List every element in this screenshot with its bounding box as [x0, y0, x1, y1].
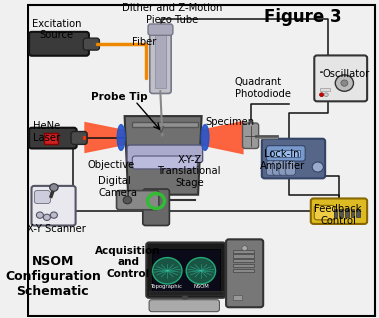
Bar: [132, 122, 198, 127]
Text: NSOM
Configuration
Schematic: NSOM Configuration Schematic: [5, 255, 101, 298]
Bar: [334, 209, 337, 217]
Text: Acquisition
and
Control: Acquisition and Control: [95, 246, 161, 279]
Bar: [320, 88, 330, 91]
Text: NSOM: NSOM: [193, 284, 209, 289]
FancyBboxPatch shape: [117, 190, 159, 210]
Text: Digital
Camera: Digital Camera: [98, 176, 137, 198]
Text: Specimen: Specimen: [205, 117, 254, 128]
Bar: [233, 250, 254, 253]
FancyBboxPatch shape: [314, 55, 367, 101]
Bar: [271, 150, 300, 157]
Bar: [356, 209, 360, 217]
Text: Topographic: Topographic: [151, 284, 183, 289]
Bar: [44, 133, 58, 144]
FancyBboxPatch shape: [273, 161, 283, 175]
Circle shape: [153, 258, 182, 284]
FancyBboxPatch shape: [243, 123, 258, 149]
FancyBboxPatch shape: [31, 186, 75, 225]
Text: Dither and Z-Motion
Piezo Tube: Dither and Z-Motion Piezo Tube: [122, 3, 222, 25]
Bar: [351, 209, 354, 217]
FancyBboxPatch shape: [148, 24, 173, 35]
Bar: [233, 269, 254, 272]
Polygon shape: [163, 125, 244, 150]
Text: Oscillator: Oscillator: [322, 69, 370, 79]
Circle shape: [123, 196, 132, 204]
Circle shape: [50, 184, 58, 191]
Circle shape: [312, 162, 323, 172]
Ellipse shape: [117, 125, 125, 150]
Circle shape: [242, 245, 247, 251]
FancyBboxPatch shape: [28, 5, 375, 316]
Bar: [155, 34, 166, 88]
FancyBboxPatch shape: [29, 128, 77, 149]
Bar: [340, 209, 343, 217]
Circle shape: [335, 75, 354, 91]
Polygon shape: [125, 116, 202, 195]
Circle shape: [324, 93, 328, 97]
Bar: [233, 254, 254, 258]
Text: Objective: Objective: [88, 160, 135, 170]
Text: Figure 3: Figure 3: [264, 8, 342, 26]
Bar: [233, 259, 254, 262]
Text: Probe Tip: Probe Tip: [91, 92, 148, 102]
FancyBboxPatch shape: [146, 243, 226, 298]
FancyBboxPatch shape: [226, 239, 263, 307]
Circle shape: [44, 214, 50, 220]
Bar: [152, 249, 220, 292]
Text: X-Y-Z
Translational
Stage: X-Y-Z Translational Stage: [158, 155, 221, 188]
FancyBboxPatch shape: [149, 300, 219, 312]
Circle shape: [50, 212, 57, 218]
Text: X-Y Scanner: X-Y Scanner: [27, 224, 86, 234]
FancyBboxPatch shape: [266, 146, 305, 161]
FancyBboxPatch shape: [285, 161, 295, 175]
FancyBboxPatch shape: [143, 189, 169, 225]
Text: Feedback
Control: Feedback Control: [314, 204, 362, 226]
Text: Lock-In
Amplifier: Lock-In Amplifier: [260, 149, 305, 171]
Text: Quadrant
Photodiode: Quadrant Photodiode: [235, 77, 291, 99]
FancyBboxPatch shape: [29, 32, 89, 56]
Polygon shape: [85, 126, 163, 149]
Bar: [233, 264, 254, 267]
FancyBboxPatch shape: [311, 198, 367, 224]
Bar: [345, 209, 349, 217]
FancyBboxPatch shape: [83, 38, 99, 50]
FancyBboxPatch shape: [34, 190, 50, 204]
FancyBboxPatch shape: [127, 145, 203, 162]
FancyBboxPatch shape: [279, 161, 289, 175]
Circle shape: [186, 258, 216, 284]
Text: Excitation
Source: Excitation Source: [31, 19, 81, 40]
Text: HeNe
Laser: HeNe Laser: [33, 121, 61, 142]
FancyBboxPatch shape: [132, 156, 197, 169]
FancyBboxPatch shape: [150, 29, 171, 93]
FancyBboxPatch shape: [262, 139, 325, 178]
Bar: [233, 295, 242, 300]
FancyBboxPatch shape: [314, 205, 335, 220]
Circle shape: [341, 80, 348, 86]
Bar: [149, 291, 222, 295]
Polygon shape: [163, 121, 244, 155]
Ellipse shape: [201, 125, 209, 150]
Circle shape: [319, 93, 324, 97]
Text: Fiber: Fiber: [132, 37, 156, 47]
Polygon shape: [85, 122, 163, 153]
FancyBboxPatch shape: [266, 161, 277, 175]
FancyBboxPatch shape: [71, 132, 87, 144]
Circle shape: [36, 212, 44, 218]
